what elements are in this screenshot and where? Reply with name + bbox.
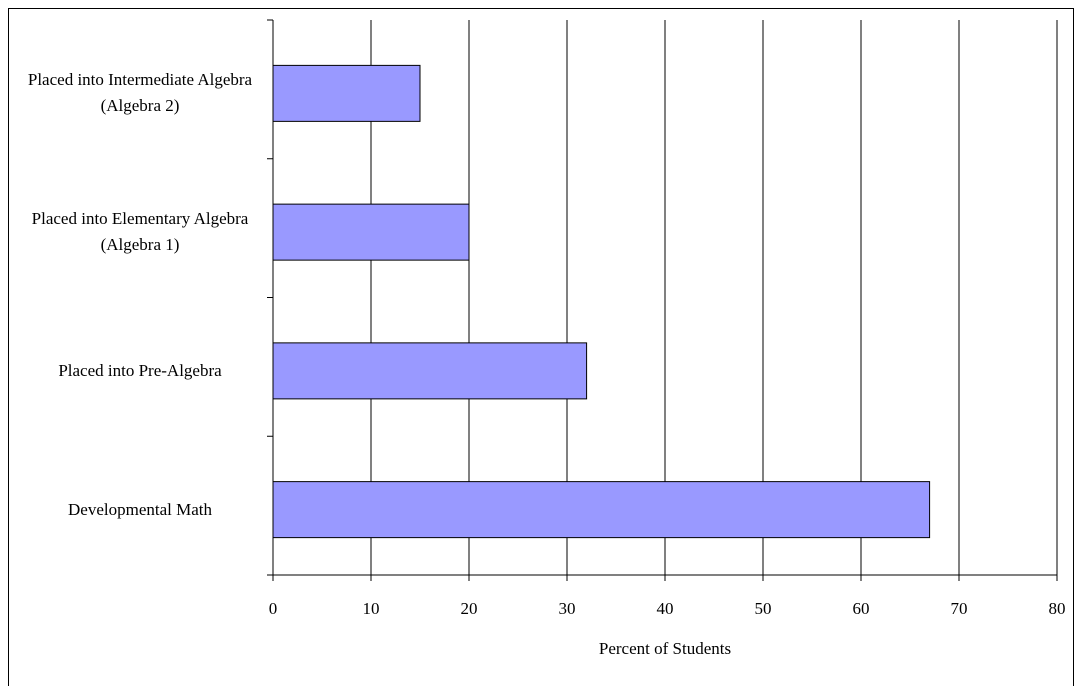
x-tick-label: 50	[755, 599, 772, 618]
bar	[272, 64, 421, 122]
bar	[272, 481, 931, 539]
chart-frame	[8, 8, 1074, 686]
x-tick-label: 60	[853, 599, 870, 618]
y-tick-label: Placed into Pre-Algebra	[58, 360, 222, 380]
y-tick-label: Placed into Elementary Algebra (Algebra …	[31, 209, 249, 255]
y-tick-label: Developmental Math	[68, 499, 212, 519]
x-tick-label: 70	[951, 599, 968, 618]
x-tick-label: 20	[461, 599, 478, 618]
x-tick-label: 10	[363, 599, 380, 618]
y-tick-label: Placed into Intermediate Algebra (Algebr…	[27, 70, 253, 116]
bar	[272, 342, 588, 400]
x-axis-title: Percent of Students	[599, 639, 731, 658]
x-tick-label: 30	[559, 599, 576, 618]
x-tick-label: 0	[269, 599, 278, 618]
x-tick-label: 80	[1049, 599, 1066, 618]
x-tick-label: 40	[657, 599, 674, 618]
bar	[272, 203, 470, 261]
